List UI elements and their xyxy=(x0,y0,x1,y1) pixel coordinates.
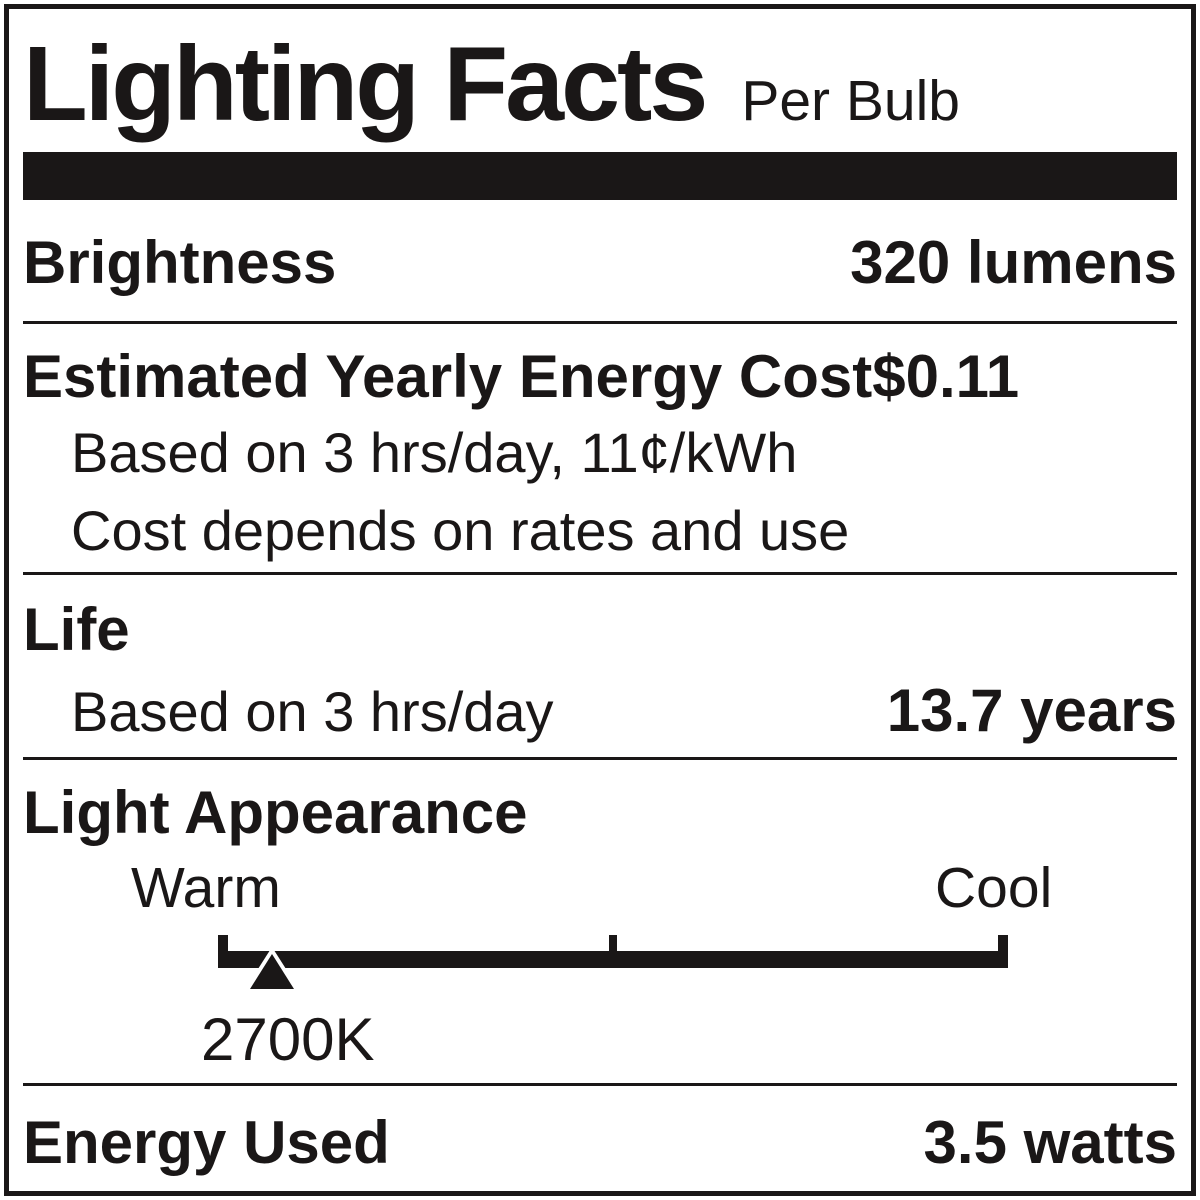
energy-used-row: Energy Used 3.5 watts xyxy=(23,1086,1177,1177)
energy-cost-label: Estimated Yearly Energy Cost xyxy=(23,342,873,410)
energy-used-value: 3.5 watts xyxy=(923,1108,1177,1176)
label-header: Lighting Facts Per Bulb xyxy=(23,9,1177,144)
life-basis: Based on 3 hrs/day xyxy=(71,679,554,743)
light-appearance-label: Light Appearance xyxy=(23,778,528,846)
light-appearance-section: Light Appearance Warm Cool 2700K xyxy=(23,760,1177,1086)
life-section: Life Based on 3 hrs/day 13.7 years xyxy=(23,575,1177,760)
brightness-row: Brightness 320 lumens xyxy=(23,200,1177,324)
temperature-marker-fill xyxy=(250,953,294,989)
energy-used-label: Energy Used xyxy=(23,1108,390,1176)
energy-cost-section: Estimated Yearly Energy Cost $0.11 Based… xyxy=(23,324,1177,575)
scale-bar xyxy=(218,950,1008,968)
life-row: Based on 3 hrs/day 13.7 years xyxy=(23,676,1177,745)
warm-label: Warm xyxy=(131,855,281,920)
life-value: 13.7 years xyxy=(886,676,1177,744)
header-divider-bar xyxy=(23,151,1177,200)
label-title: Lighting Facts xyxy=(23,25,708,143)
energy-cost-value: $0.11 xyxy=(872,342,1020,410)
brightness-label: Brightness xyxy=(23,228,337,296)
life-label: Life xyxy=(23,595,130,663)
temperature-value: 2700K xyxy=(201,1005,375,1073)
energy-cost-note: Cost depends on rates and use xyxy=(71,499,850,563)
warm-cool-labels: Warm Cool xyxy=(23,855,1177,920)
per-bulb-subtitle: Per Bulb xyxy=(741,69,960,133)
energy-cost-row: Estimated Yearly Energy Cost $0.11 xyxy=(23,342,1177,411)
cool-label: Cool xyxy=(935,855,1053,920)
color-temperature-scale xyxy=(218,934,1008,999)
energy-cost-basis: Based on 3 hrs/day, 11¢/kWh xyxy=(71,420,798,484)
temperature-marker-icon xyxy=(244,946,300,991)
brightness-value: 320 lumens xyxy=(850,228,1177,296)
lighting-facts-label: Lighting Facts Per Bulb Brightness 320 l… xyxy=(4,4,1196,1196)
